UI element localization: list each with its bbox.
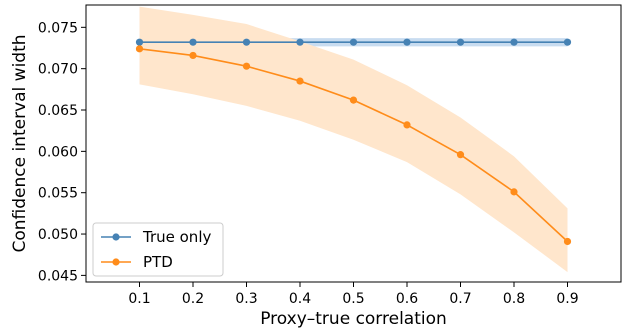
x-tick-label: 0.9 (556, 291, 578, 307)
x-axis-label: Proxy–true correlation (260, 309, 447, 329)
x-axis-ticks: 0.1 0.2 0.3 0.4 0.5 0.6 0.7 0.8 0.9 (128, 282, 579, 307)
data-point (563, 38, 572, 46)
data-point (349, 38, 358, 46)
data-point (510, 38, 518, 46)
x-tick-label: 0.6 (396, 291, 418, 307)
data-point (135, 45, 144, 53)
legend-label: PTD (143, 253, 173, 271)
data-point (456, 151, 465, 159)
legend-marker (112, 233, 120, 241)
x-tick-label: 0.5 (342, 291, 364, 307)
data-point (456, 38, 465, 46)
data-point (403, 121, 411, 129)
y-axis-label: Confidence interval width (10, 34, 30, 252)
y-tick-label: 0.070 (38, 62, 78, 78)
x-tick-label: 0.4 (289, 291, 311, 307)
y-tick-label: 0.065 (38, 103, 78, 119)
y-tick-label: 0.050 (38, 227, 78, 243)
data-point (242, 62, 251, 70)
data-point (135, 38, 144, 46)
y-tick-label: 0.060 (38, 144, 78, 160)
y-tick-label: 0.075 (38, 20, 78, 36)
data-point (349, 96, 358, 104)
data-point (189, 38, 197, 46)
data-point (242, 38, 251, 46)
x-tick-label: 0.8 (503, 291, 525, 307)
data-point (403, 38, 411, 46)
legend-marker (112, 258, 120, 266)
x-tick-label: 0.1 (128, 291, 150, 307)
legend-label: True only (142, 228, 211, 246)
data-point (189, 51, 197, 60)
y-axis-ticks: 0.045 0.050 0.055 0.060 0.065 0.070 0.075 (38, 20, 86, 284)
x-tick-label: 0.7 (449, 291, 471, 307)
series-points (135, 38, 572, 246)
data-point (510, 188, 518, 196)
y-tick-label: 0.055 (38, 186, 78, 202)
legend: True only PTD (92, 222, 224, 277)
data-point (296, 77, 304, 85)
data-point (296, 38, 304, 46)
x-tick-label: 0.3 (235, 291, 257, 307)
x-tick-label: 0.2 (182, 291, 204, 307)
data-point (563, 237, 572, 246)
band-1 (139, 6, 568, 273)
y-tick-label: 0.045 (38, 268, 78, 284)
